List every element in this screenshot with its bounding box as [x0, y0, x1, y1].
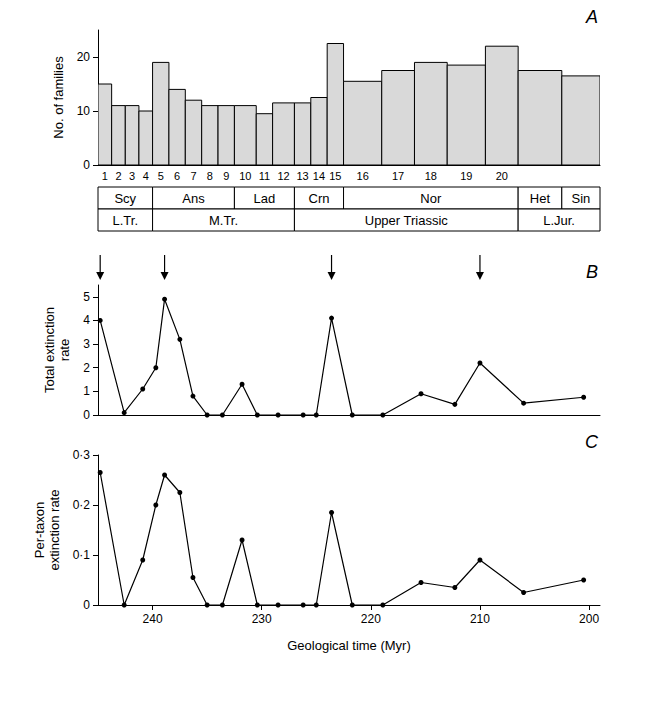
svg-text:No. of families: No. of families [51, 56, 66, 139]
svg-text:200: 200 [579, 612, 599, 626]
svg-text:1: 1 [83, 384, 90, 398]
svg-text:210: 210 [470, 612, 490, 626]
svg-text:0: 0 [83, 408, 90, 422]
svg-text:0·1: 0·1 [73, 548, 91, 562]
svg-text:M.Tr.: M.Tr. [209, 213, 238, 228]
svg-text:rate: rate [57, 339, 72, 361]
svg-text:Total extinction: Total extinction [42, 307, 57, 393]
svg-text:8: 8 [207, 170, 213, 182]
svg-text:L.Jur.: L.Jur. [543, 213, 575, 228]
svg-text:20: 20 [496, 170, 508, 182]
svg-text:17: 17 [392, 170, 404, 182]
svg-text:220: 220 [361, 612, 381, 626]
svg-text:2: 2 [115, 170, 121, 182]
svg-text:14: 14 [313, 170, 325, 182]
svg-text:Per-taxon: Per-taxon [32, 502, 47, 558]
svg-text:13: 13 [296, 170, 308, 182]
svg-text:3: 3 [83, 337, 90, 351]
svg-text:10: 10 [239, 170, 251, 182]
svg-text:Scy: Scy [114, 191, 136, 206]
svg-text:Sin: Sin [572, 191, 591, 206]
svg-text:12: 12 [277, 170, 289, 182]
svg-text:A: A [585, 7, 598, 27]
svg-text:7: 7 [190, 170, 196, 182]
svg-text:15: 15 [329, 170, 341, 182]
svg-text:5: 5 [83, 290, 90, 304]
svg-text:1: 1 [102, 170, 108, 182]
svg-text:0: 0 [83, 598, 90, 612]
svg-text:C: C [585, 432, 599, 452]
svg-text:2: 2 [83, 361, 90, 375]
svg-text:240: 240 [143, 612, 163, 626]
svg-text:Crn: Crn [309, 191, 330, 206]
svg-text:Lad: Lad [254, 191, 276, 206]
svg-text:0: 0 [83, 158, 90, 172]
svg-text:4: 4 [143, 170, 149, 182]
svg-text:Het: Het [530, 191, 551, 206]
svg-text:Ans: Ans [182, 191, 205, 206]
svg-text:4: 4 [83, 313, 90, 327]
svg-text:20: 20 [77, 50, 91, 64]
svg-text:230: 230 [252, 612, 272, 626]
svg-text:Geological time (Myr): Geological time (Myr) [287, 638, 411, 653]
svg-text:B: B [586, 262, 598, 282]
svg-text:Nor: Nor [420, 191, 442, 206]
svg-text:extinction rate: extinction rate [47, 490, 62, 571]
svg-text:0·3: 0·3 [73, 448, 91, 462]
svg-text:11: 11 [259, 170, 270, 182]
svg-text:0·2: 0·2 [73, 498, 91, 512]
svg-text:Upper Triassic: Upper Triassic [365, 213, 449, 228]
svg-text:L.Tr.: L.Tr. [113, 213, 139, 228]
svg-text:10: 10 [77, 104, 91, 118]
svg-text:19: 19 [460, 170, 472, 182]
svg-text:6: 6 [174, 170, 180, 182]
svg-text:3: 3 [129, 170, 135, 182]
svg-text:18: 18 [425, 170, 437, 182]
svg-text:9: 9 [223, 170, 229, 182]
svg-text:5: 5 [158, 170, 164, 182]
svg-text:16: 16 [357, 170, 369, 182]
